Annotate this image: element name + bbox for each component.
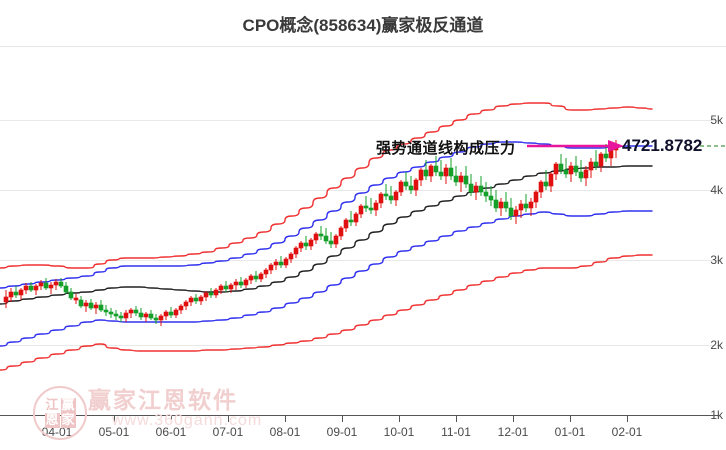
x-axis-line [0, 415, 720, 416]
x-axis-tick-label: 12-01 [497, 425, 529, 439]
seal-char-1: 江 [45, 397, 59, 412]
channel-line [0, 165, 653, 305]
watermark-seal-top-row: 江 赢 [45, 398, 76, 413]
plot-area [0, 47, 726, 415]
watermark-brand: 赢家江恩软件 [88, 387, 238, 413]
channel-line [0, 210, 653, 347]
seal-char-4: 家 [60, 412, 76, 428]
x-axis-tick-label: 06-01 [155, 425, 187, 439]
x-axis-tick [285, 415, 286, 422]
x-axis-tick [171, 415, 172, 422]
x-axis-tick-label: 08-01 [269, 425, 301, 439]
x-axis-tick [114, 415, 115, 422]
x-axis-tick [399, 415, 400, 422]
x-axis-tick-label: 07-01 [212, 425, 244, 439]
channel-line [0, 141, 653, 289]
x-axis-tick [456, 415, 457, 422]
chart-header: CPO概念(858634)赢家极反通道 [0, 0, 726, 46]
x-axis-tick [627, 415, 628, 422]
candlestick-series [3, 140, 619, 326]
x-axis-tick [342, 415, 343, 422]
x-axis-tick-label: 01-01 [554, 425, 586, 439]
page-title: CPO概念(858634)赢家极反通道 [242, 15, 484, 35]
x-axis-tick-label: 10-01 [383, 425, 415, 439]
header-divider [0, 46, 726, 47]
x-axis-tick-label: 11-01 [441, 425, 471, 439]
seal-char-2: 赢 [60, 397, 76, 413]
x-axis-tick-label: 05-01 [98, 425, 130, 439]
chart-canvas [0, 102, 726, 371]
watermark-url: www.360gann.com [112, 412, 263, 429]
watermark-seal: 江 赢 恩 家 [33, 386, 87, 440]
x-axis-tick [228, 415, 229, 422]
channel-line [0, 254, 653, 371]
x-axis-tick [570, 415, 571, 422]
x-axis-tick-label: 02-01 [611, 425, 643, 439]
last-price-label: 4721.8782 [622, 136, 703, 155]
x-axis-tick-label: 09-01 [326, 425, 358, 439]
watermark-seal-bottom-row: 恩 家 [44, 412, 76, 428]
channel-line [0, 102, 653, 269]
seal-char-3: 恩 [44, 412, 60, 428]
annotation-label: 强势通道线构成压力 [376, 140, 516, 157]
x-axis-tick [513, 415, 514, 422]
annotation-arrow [527, 140, 624, 152]
